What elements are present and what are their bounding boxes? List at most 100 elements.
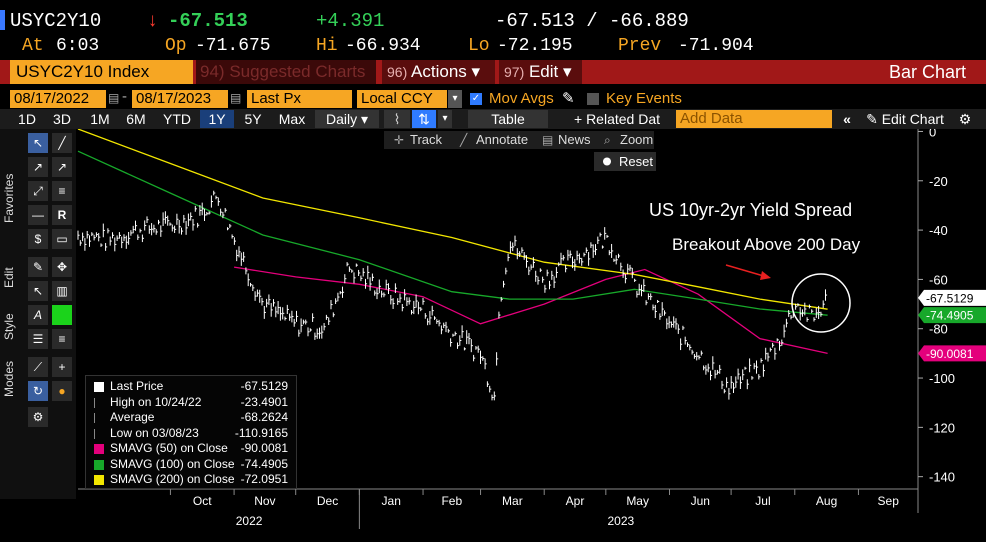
at-value: 6:03 <box>56 36 100 56</box>
legend-row: Low on 03/08/23 -110.9165 <box>86 426 296 441</box>
legend-row: Last Price -67.5129 <box>86 379 296 394</box>
period-6m[interactable]: 6M <box>126 111 146 127</box>
annotate-button[interactable]: Annotate <box>476 132 528 147</box>
currency-select[interactable]: Local CCY <box>357 90 447 108</box>
net-change: +4.391 <box>316 10 385 32</box>
collapse-icon[interactable]: « <box>843 111 851 127</box>
legend-row: SMAVG (100) on Close -74.4905 <box>86 457 296 472</box>
color-swatch-icon[interactable] <box>52 305 72 325</box>
x-tick-label: Feb <box>441 494 462 508</box>
chart-axes: 0 -20 -40 -60 -80 -100 -120 -140 Oct Nov Dec Jan Feb… <box>78 129 955 529</box>
zoom-button[interactable]: Zoom <box>620 132 653 147</box>
crosshair-icon[interactable]: ⟋ <box>28 357 48 377</box>
calendar-icon[interactable]: ▤ <box>108 91 120 105</box>
refresh-icon[interactable]: ↻ <box>28 381 48 401</box>
sma50-tag-text: -90.0081 <box>926 347 974 361</box>
date-separator: - <box>122 88 127 105</box>
line-weight-icon[interactable]: ≡ <box>52 329 72 349</box>
suggested-label: Suggested Charts <box>229 62 366 81</box>
reset-icon <box>603 157 611 166</box>
calendar-icon[interactable]: ▤ <box>230 91 242 105</box>
key-events-checkbox[interactable] <box>587 93 599 105</box>
y-tick-label: -120 <box>929 420 955 435</box>
rectangle-icon[interactable]: ▭ <box>52 229 72 249</box>
add-point-icon[interactable]: + <box>52 357 72 377</box>
period-max[interactable]: Max <box>278 111 306 127</box>
chart-view-label: Bar Chart <box>888 62 966 82</box>
actions-menu[interactable]: 96) Actions ▾ <box>382 60 495 84</box>
palette-icon[interactable]: ● <box>52 381 72 401</box>
prev-label: Prev <box>618 36 662 56</box>
quote-stats: At 6:03 Op -71.675 Hi -66.934 Lo -72.195… <box>0 35 986 59</box>
frequency-select[interactable]: Daily ▾ <box>315 110 379 128</box>
move-icon[interactable]: ✥ <box>52 257 72 277</box>
cursor-icon[interactable]: ↖ <box>28 133 48 153</box>
add-data-input[interactable]: Add Data <box>676 110 832 128</box>
pointer-plus-icon[interactable]: ↖ <box>28 281 48 301</box>
edit-tab[interactable]: Edit <box>2 267 16 289</box>
security-field[interactable]: USYC2Y10 Index <box>10 60 193 84</box>
price-chart[interactable]: 0 -20 -40 -60 -80 -100 -120 -140 Oct Nov Dec Jan Feb… <box>0 129 986 542</box>
end-date-field[interactable]: 08/17/2023 <box>132 90 228 108</box>
line-chart-icon[interactable]: ⌇ <box>384 110 410 128</box>
prev-value: -71.904 <box>678 36 754 56</box>
chart-legend: Last Price -67.5129 High on 10/24/22 -23.49… <box>85 375 297 489</box>
table-button[interactable]: Table <box>468 110 548 128</box>
settings-gear-icon[interactable]: ⚙ <box>958 111 972 127</box>
parallel-icon[interactable]: ≡ <box>52 181 72 201</box>
news-button[interactable]: News <box>558 132 591 147</box>
track-button[interactable]: Track <box>410 132 443 147</box>
suggested-charts-menu[interactable]: 94) Suggested Charts <box>196 60 376 84</box>
edit-menu[interactable]: 97) Edit ▾ <box>499 60 582 84</box>
period-3d[interactable]: 3D <box>53 111 71 127</box>
annotation-title: US 10yr-2yr Yield Spread <box>649 200 852 220</box>
bar-type-icon[interactable]: ⇅ <box>412 110 436 128</box>
last-price: -67.513 <box>168 10 248 32</box>
period-1m[interactable]: 1M <box>90 111 110 127</box>
channel-icon[interactable]: ⤢ <box>28 181 48 201</box>
text-tool-icon[interactable]: R <box>52 205 72 225</box>
style-tab[interactable]: Style <box>2 313 16 341</box>
dollar-icon[interactable]: $ <box>28 229 48 249</box>
line-style-icon[interactable]: ☰ <box>28 329 48 349</box>
legend-value: -72.0951 <box>240 472 288 486</box>
legend-label: SMAVG (100) on Close <box>110 456 235 471</box>
period-5y[interactable]: 5Y <box>244 111 262 127</box>
line-tool-icon[interactable]: ╱ <box>52 133 72 153</box>
y-tick-label: -100 <box>929 371 955 386</box>
horizontal-line-icon[interactable]: — <box>28 205 48 225</box>
currency-dropdown-icon[interactable]: ▾ <box>448 90 462 108</box>
pencil-icon[interactable]: ✎ <box>28 257 48 277</box>
trash-icon[interactable]: ▥ <box>52 281 72 301</box>
chart-type-dropdown-icon[interactable]: ▾ <box>438 110 452 128</box>
ray-icon[interactable]: ↗ <box>28 157 48 177</box>
font-icon[interactable]: A <box>28 305 48 325</box>
favorites-tab[interactable]: Favorites <box>2 173 16 223</box>
field-select[interactable]: Last Px <box>247 90 352 108</box>
series-line <box>77 150 828 316</box>
modes-tab[interactable]: Modes <box>2 360 16 398</box>
related-data-button[interactable]: + Related Dat <box>574 111 660 127</box>
period-ytd[interactable]: YTD <box>163 111 191 127</box>
mov-avgs-checkbox[interactable]: ✓ <box>470 93 482 105</box>
tool-bar-bg <box>384 131 654 149</box>
legend-value: -68.2624 <box>240 410 288 424</box>
trend-icon[interactable]: ↗ <box>52 157 72 177</box>
legend-row: SMAVG (50) on Close -90.0081 <box>86 441 296 456</box>
start-date-field[interactable]: 08/17/2022 <box>10 90 106 108</box>
ticker-symbol: USYC2Y10 <box>10 10 102 32</box>
pencil-icon[interactable]: ✎ <box>562 90 575 107</box>
reset-button[interactable]: Reset <box>619 154 653 169</box>
period-1d[interactable]: 1D <box>18 111 36 127</box>
legend-value: -110.9165 <box>234 425 288 440</box>
bid-ask: -67.513 / -66.889 <box>495 10 689 32</box>
period-1y[interactable]: 1Y <box>200 110 234 128</box>
edit-chart-button[interactable]: ✎ Edit Chart <box>860 110 950 128</box>
settings-gear-icon[interactable]: ⚙ <box>28 407 48 427</box>
reset-button-bg <box>594 152 656 171</box>
x-tick-label: May <box>626 494 649 508</box>
legend-label: SMAVG (200) on Close <box>110 472 235 486</box>
y-tick-label: -80 <box>929 322 948 337</box>
x-tick-label: Jul <box>755 494 770 508</box>
annotation-arrow <box>725 264 768 278</box>
